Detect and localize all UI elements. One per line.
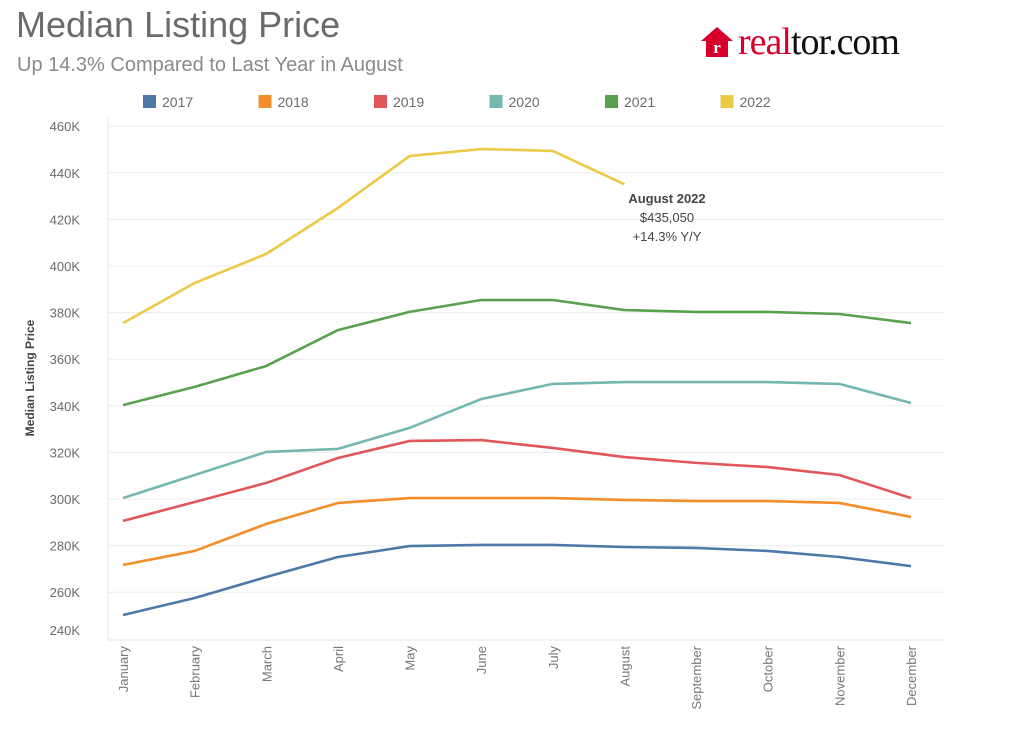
annotation-value: $435,050 [640,210,694,225]
y-tick-label: 240K [50,623,81,638]
x-tick-label: February [188,646,203,699]
y-tick-label: 320K [50,445,81,460]
y-tick-label: 300K [50,492,81,507]
y-tick-label: 380K [50,306,81,321]
legend-label-2020: 2020 [509,94,540,110]
y-tick-label: 420K [50,212,81,227]
series-line-2020 [122,380,912,500]
x-tick-label: July [546,646,561,670]
x-tick-label: September [689,645,704,709]
x-tick-label: December [904,645,919,706]
x-tick-label: April [331,646,346,672]
series-line-2017 [122,543,912,617]
y-tick-label: 340K [50,399,81,414]
x-tick-label: August [617,646,632,687]
y-tick-label: 460K [50,119,81,134]
legend-swatch-2018 [258,95,272,108]
series-line-2022 [122,147,626,325]
x-tick-label: May [403,646,418,671]
x-tick-label: January [116,646,131,693]
y-axis-label: Median Listing Price [23,319,37,436]
x-tick-label: June [474,646,489,674]
legend-label-2021: 2021 [624,94,655,110]
series-line-2021 [122,298,912,407]
legend-swatch-2019 [374,95,387,108]
annotation-change: +14.3% Y/Y [633,229,702,244]
logo-text-black: tor.com [790,21,900,63]
legend-swatch-2017 [143,95,156,108]
legend-label-2022: 2022 [740,94,771,110]
realtor-logo: r realtor.com [700,21,900,63]
y-tick-label: 360K [50,352,81,367]
y-tick-label: 260K [50,585,81,600]
legend-swatch-2021 [605,95,618,108]
logo-text-red: real [738,21,792,63]
page-subtitle: Up 14.3% Compared to Last Year in August [17,54,403,76]
y-tick-label: 400K [50,259,81,274]
series-line-2018 [122,496,912,567]
page-title: Median Listing Price [16,4,341,45]
annotation-title: August 2022 [628,191,705,206]
x-tick-label: March [259,646,274,682]
x-tick-label: October [761,645,776,692]
legend-label-2019: 2019 [393,94,424,110]
legend-label-2018: 2018 [278,94,309,110]
y-tick-label: 440K [50,166,81,181]
house-icon: r [701,27,733,57]
y-tick-label: 280K [50,539,81,554]
legend-swatch-2022 [720,95,734,108]
legend-label-2017: 2017 [162,94,193,110]
legend-swatch-2020 [489,95,503,108]
svg-text:r: r [713,38,721,57]
series-line-2019 [122,438,912,523]
x-tick-label: November [832,645,847,706]
